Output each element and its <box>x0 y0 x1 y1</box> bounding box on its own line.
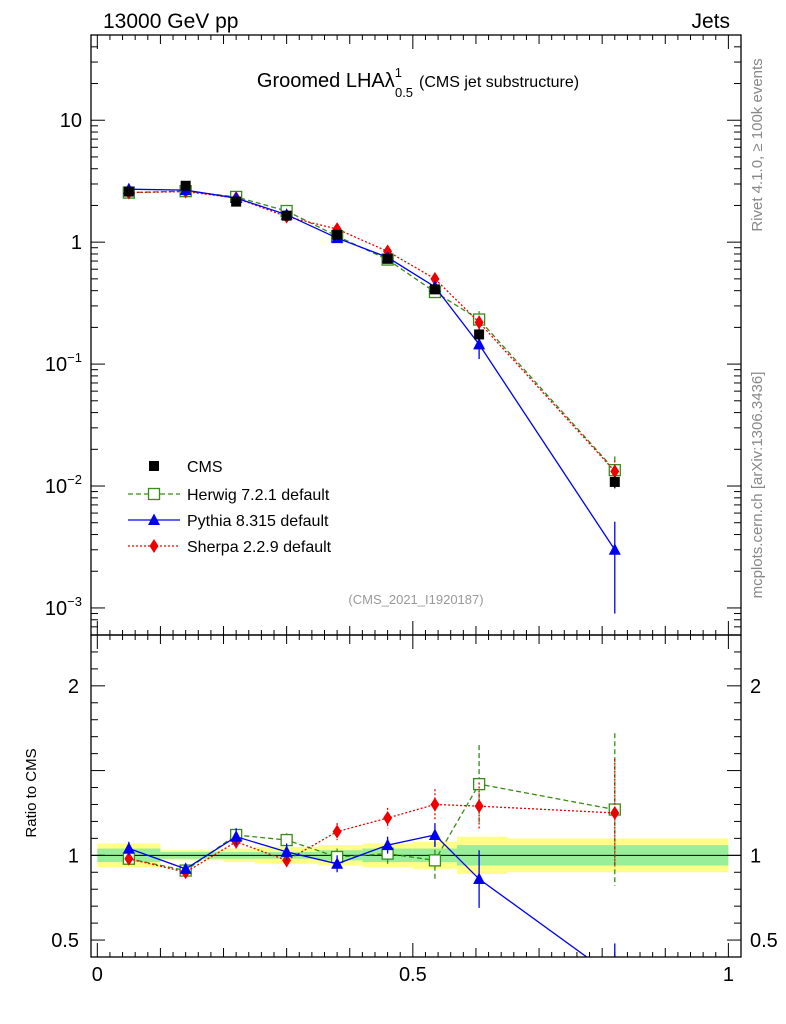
y-tick-label: 10 <box>60 110 82 132</box>
plot-title-sup: 1 <box>395 65 402 80</box>
legend-marker-sherpa <box>149 539 159 553</box>
ratio-y-tick-label: 1 <box>750 845 761 867</box>
ratio-ylabel: Ratio to CMS <box>23 748 40 837</box>
plot-title: Groomed LHAλ1 0.5 (CMS jet substructure) <box>257 65 579 100</box>
sherpa-ratio-point <box>332 824 342 839</box>
legend: CMS Herwig 7.2.1 default Pythia 8.315 defa… <box>128 459 332 556</box>
pythia-ratio-point <box>381 838 394 851</box>
plot-title-note: (CMS jet substructure) <box>419 74 579 91</box>
herwig-line <box>128 190 616 471</box>
x-tick-label: 0 <box>92 964 103 986</box>
pythia-point <box>608 543 621 555</box>
sherpa-ratio-point <box>610 805 620 820</box>
ratio-y-tick-label: 1 <box>68 845 79 867</box>
cms-point <box>609 476 620 487</box>
pythia-ratio-point <box>179 862 192 874</box>
x-tick-label: 0.5 <box>399 964 427 986</box>
x-tick-label: 1 <box>723 964 734 986</box>
herwig-ratio-point <box>428 854 442 867</box>
sherpa-point <box>610 464 620 479</box>
plot-title-main: Groomed LHA <box>257 70 385 92</box>
legend-label-sherpa: Sherpa 2.2.9 default <box>187 539 332 556</box>
y-tick-label: 10−3 <box>45 594 82 620</box>
herwig-ratio-line <box>128 783 615 872</box>
y-tick-label-exp: −2 <box>67 472 82 487</box>
header-right: Jets <box>691 10 730 33</box>
ratio-panel-frame <box>90 634 742 958</box>
pythia-ratio-point <box>280 845 293 857</box>
sherpa-point <box>430 271 440 286</box>
pythia-ratio-point <box>609 971 621 983</box>
pythia-ratio-point <box>230 830 243 842</box>
analysis-id: (CMS_2021_I1920187) <box>348 592 483 607</box>
y-tick-label-base: 10 <box>45 476 67 498</box>
legend-marker-cms <box>149 461 159 471</box>
header-left: 13000 GeV pp <box>103 10 238 33</box>
pythia-ratio-point <box>331 857 344 869</box>
sherpa-ratio-point <box>474 799 484 814</box>
y-tick-label-base: 10 <box>45 354 67 376</box>
frame <box>90 34 742 958</box>
legend-marker-pythia <box>148 513 160 525</box>
legend-label-cms: CMS <box>187 459 223 476</box>
cms-point <box>429 284 440 295</box>
pythia-ratio-point <box>428 828 441 840</box>
plot-title-sub: 0.5 <box>395 85 413 100</box>
cms-point <box>382 253 393 264</box>
legend-marker-herwig <box>147 487 161 501</box>
ratio-y-tick-label: 2 <box>750 676 761 698</box>
cms-point <box>180 180 191 191</box>
cms-point <box>281 210 292 221</box>
y-tick-label: 10−1 <box>45 350 82 376</box>
ratio-y-tick-label: 0.5 <box>750 930 778 952</box>
ratio-y-tick-label: 0.5 <box>51 930 79 952</box>
y-tick-label-base: 10 <box>60 110 82 132</box>
sherpa-ratio-point <box>430 797 440 812</box>
pythia-ratio-point <box>473 872 486 885</box>
cms-point <box>231 196 242 207</box>
plot-title-symbol: λ <box>385 70 395 92</box>
mcplots-label: mcplots.cern.ch [arXiv:1306.3436] <box>749 372 766 599</box>
cms-point <box>474 329 485 340</box>
y-tick-label: 10−2 <box>45 472 82 498</box>
sherpa-point <box>474 315 484 330</box>
pythia-point <box>473 337 486 350</box>
cms-point <box>123 186 134 197</box>
rivet-label: Rivet 4.1.0, ≥ 100k events <box>749 58 766 231</box>
sherpa-ratio-point <box>124 851 134 866</box>
cms-point <box>332 229 343 240</box>
ratio-series-group <box>122 733 621 983</box>
y-tick-label-base: 10 <box>45 598 67 620</box>
y-tick-label-exp: −3 <box>67 594 82 609</box>
y-tick-label-base: 1 <box>71 232 82 254</box>
y-tick-label-exp: −1 <box>67 350 82 365</box>
series-marks <box>122 180 621 983</box>
main-series-group <box>122 180 621 614</box>
pythia-ratio-point <box>122 842 135 854</box>
y-tick-label: 1 <box>71 232 82 254</box>
sherpa-ratio-point <box>383 811 393 826</box>
sherpa-line <box>128 190 616 472</box>
ratio-y-tick-label: 2 <box>68 676 79 698</box>
legend-label-herwig: Herwig 7.2.1 default <box>187 487 330 504</box>
legend-label-pythia: Pythia 8.315 default <box>187 513 329 530</box>
